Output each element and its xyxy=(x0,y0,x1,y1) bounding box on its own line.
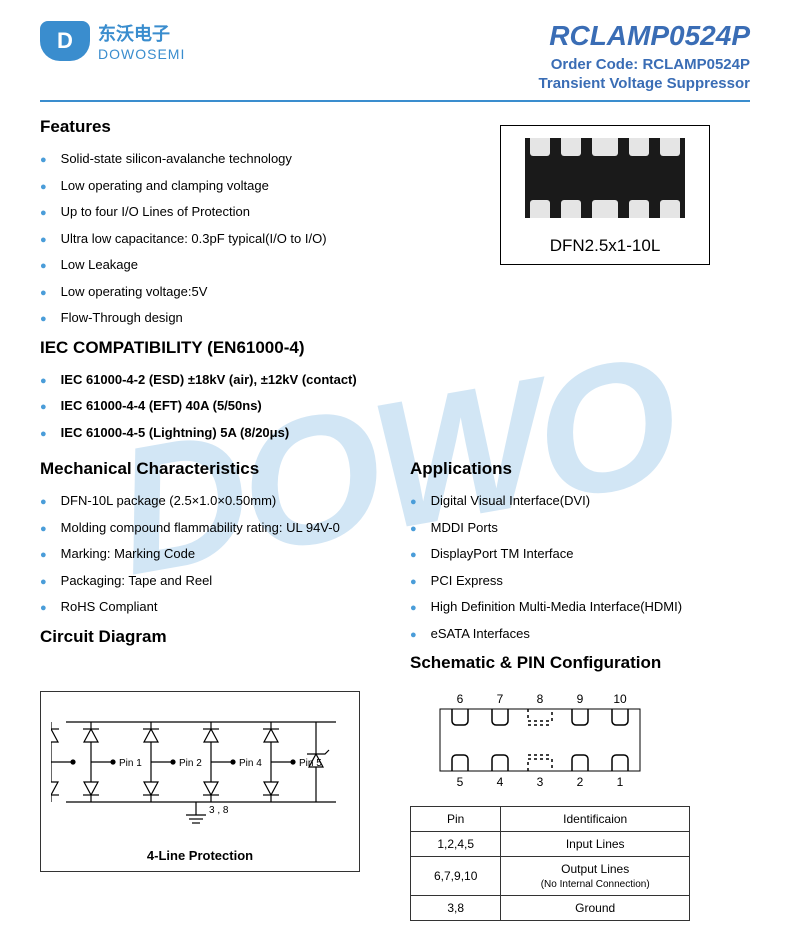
chip-image xyxy=(525,138,685,218)
logo-en: DOWOSEMI xyxy=(98,46,185,62)
svg-text:Pin 2: Pin 2 xyxy=(179,758,202,769)
header: D 东沃电子 DOWOSEMI RCLAMP0524P Order Code: … xyxy=(40,20,750,92)
protection-label: 4-Line Protection xyxy=(51,848,349,863)
pinout-svg: 6 7 8 9 10 5 4 3 2 1 xyxy=(410,691,690,791)
list-item: Low Leakage xyxy=(40,255,460,275)
svg-text:6: 6 xyxy=(457,692,464,706)
list-item: Solid-state silicon-avalanche technology xyxy=(40,149,460,169)
package-label: DFN2.5x1-10L xyxy=(509,236,701,256)
list-item: Up to four I/O Lines of Protection xyxy=(40,202,460,222)
features-list: Solid-state silicon-avalanche technology… xyxy=(40,149,460,328)
svg-text:Pin 4: Pin 4 xyxy=(239,758,262,769)
logo-icon: D xyxy=(40,21,90,61)
svg-text:9: 9 xyxy=(577,692,584,706)
list-item: MDDI Ports xyxy=(410,518,750,538)
two-column: Mechanical Characteristics DFN-10L packa… xyxy=(40,449,750,685)
list-item: Ultra low capacitance: 0.3pF typical(I/O… xyxy=(40,229,460,249)
order-code: Order Code: RCLAMP0524P xyxy=(539,56,750,73)
list-item: Marking: Marking Code xyxy=(40,544,380,564)
logo: D 东沃电子 DOWOSEMI xyxy=(40,20,185,62)
svg-text:4: 4 xyxy=(497,775,504,789)
svg-text:7: 7 xyxy=(497,692,504,706)
pin-config: 6 7 8 9 10 5 4 3 2 1 xyxy=(390,691,750,921)
list-item: Molding compound flammability rating: UL… xyxy=(40,518,380,538)
list-item: Packaging: Tape and Reel xyxy=(40,571,380,591)
diagrams-row: Pin 1 Pin 2 Pin 4 Pin 5 3 , 8 4-Line Pro… xyxy=(40,691,750,921)
svg-text:Pin 5: Pin 5 xyxy=(299,758,322,769)
apps-col: Applications Digital Visual Interface(DV… xyxy=(410,449,750,685)
list-item: Digital Visual Interface(DVI) xyxy=(410,491,750,511)
list-item: DisplayPort TM Interface xyxy=(410,544,750,564)
list-item: DFN-10L package (2.5×1.0×0.50mm) xyxy=(40,491,380,511)
mech-title: Mechanical Characteristics xyxy=(40,459,380,479)
svg-text:Pin 1: Pin 1 xyxy=(119,758,142,769)
list-item: IEC 61000-4-5 (Lightning) 5A (8/20μs) xyxy=(40,423,750,443)
svg-text:3 , 8: 3 , 8 xyxy=(209,805,229,816)
apps-title: Applications xyxy=(410,459,750,479)
list-item: eSATA Interfaces xyxy=(410,624,750,644)
part-number: RCLAMP0524P xyxy=(539,20,750,52)
title-block: RCLAMP0524P Order Code: RCLAMP0524P Tran… xyxy=(539,20,750,92)
list-item: Low operating and clamping voltage xyxy=(40,176,460,196)
list-item: PCI Express xyxy=(410,571,750,591)
list-item: RoHS Compliant xyxy=(40,597,380,617)
product-subtitle: Transient Voltage Suppressor xyxy=(539,75,750,92)
mech-col: Mechanical Characteristics DFN-10L packa… xyxy=(40,449,380,685)
iec-title: IEC COMPATIBILITY (EN61000-4) xyxy=(40,338,750,358)
mech-list: DFN-10L package (2.5×1.0×0.50mm) Molding… xyxy=(40,491,380,617)
circuit-title: Circuit Diagram xyxy=(40,627,380,647)
package-box: DFN2.5x1-10L xyxy=(500,125,710,265)
svg-text:5: 5 xyxy=(457,775,464,789)
svg-text:10: 10 xyxy=(613,692,627,706)
apps-list: Digital Visual Interface(DVI) MDDI Ports… xyxy=(410,491,750,643)
page-content: D 东沃电子 DOWOSEMI RCLAMP0524P Order Code: … xyxy=(40,20,750,921)
circuit-svg: Pin 1 Pin 2 Pin 4 Pin 5 3 , 8 xyxy=(51,707,351,837)
svg-text:1: 1 xyxy=(617,775,624,789)
schematic-title: Schematic & PIN Configuration xyxy=(410,653,750,673)
header-divider xyxy=(40,100,750,102)
logo-cn: 东沃电子 xyxy=(98,20,185,46)
list-item: IEC 61000-4-4 (EFT) 40A (5/50ns) xyxy=(40,396,750,416)
circuit-diagram: Pin 1 Pin 2 Pin 4 Pin 5 3 , 8 4-Line Pro… xyxy=(40,691,360,921)
pin-table: PinIdentificaion 1,2,4,5Input Lines 6,7,… xyxy=(410,806,690,921)
list-item: Flow-Through design xyxy=(40,308,460,328)
svg-text:8: 8 xyxy=(537,692,544,706)
list-item: Low operating voltage:5V xyxy=(40,282,460,302)
list-item: IEC 61000-4-2 (ESD) ±18kV (air), ±12kV (… xyxy=(40,370,750,390)
list-item: High Definition Multi-Media Interface(HD… xyxy=(410,597,750,617)
svg-text:3: 3 xyxy=(537,775,544,789)
svg-text:2: 2 xyxy=(577,775,584,789)
iec-list: IEC 61000-4-2 (ESD) ±18kV (air), ±12kV (… xyxy=(40,370,750,443)
